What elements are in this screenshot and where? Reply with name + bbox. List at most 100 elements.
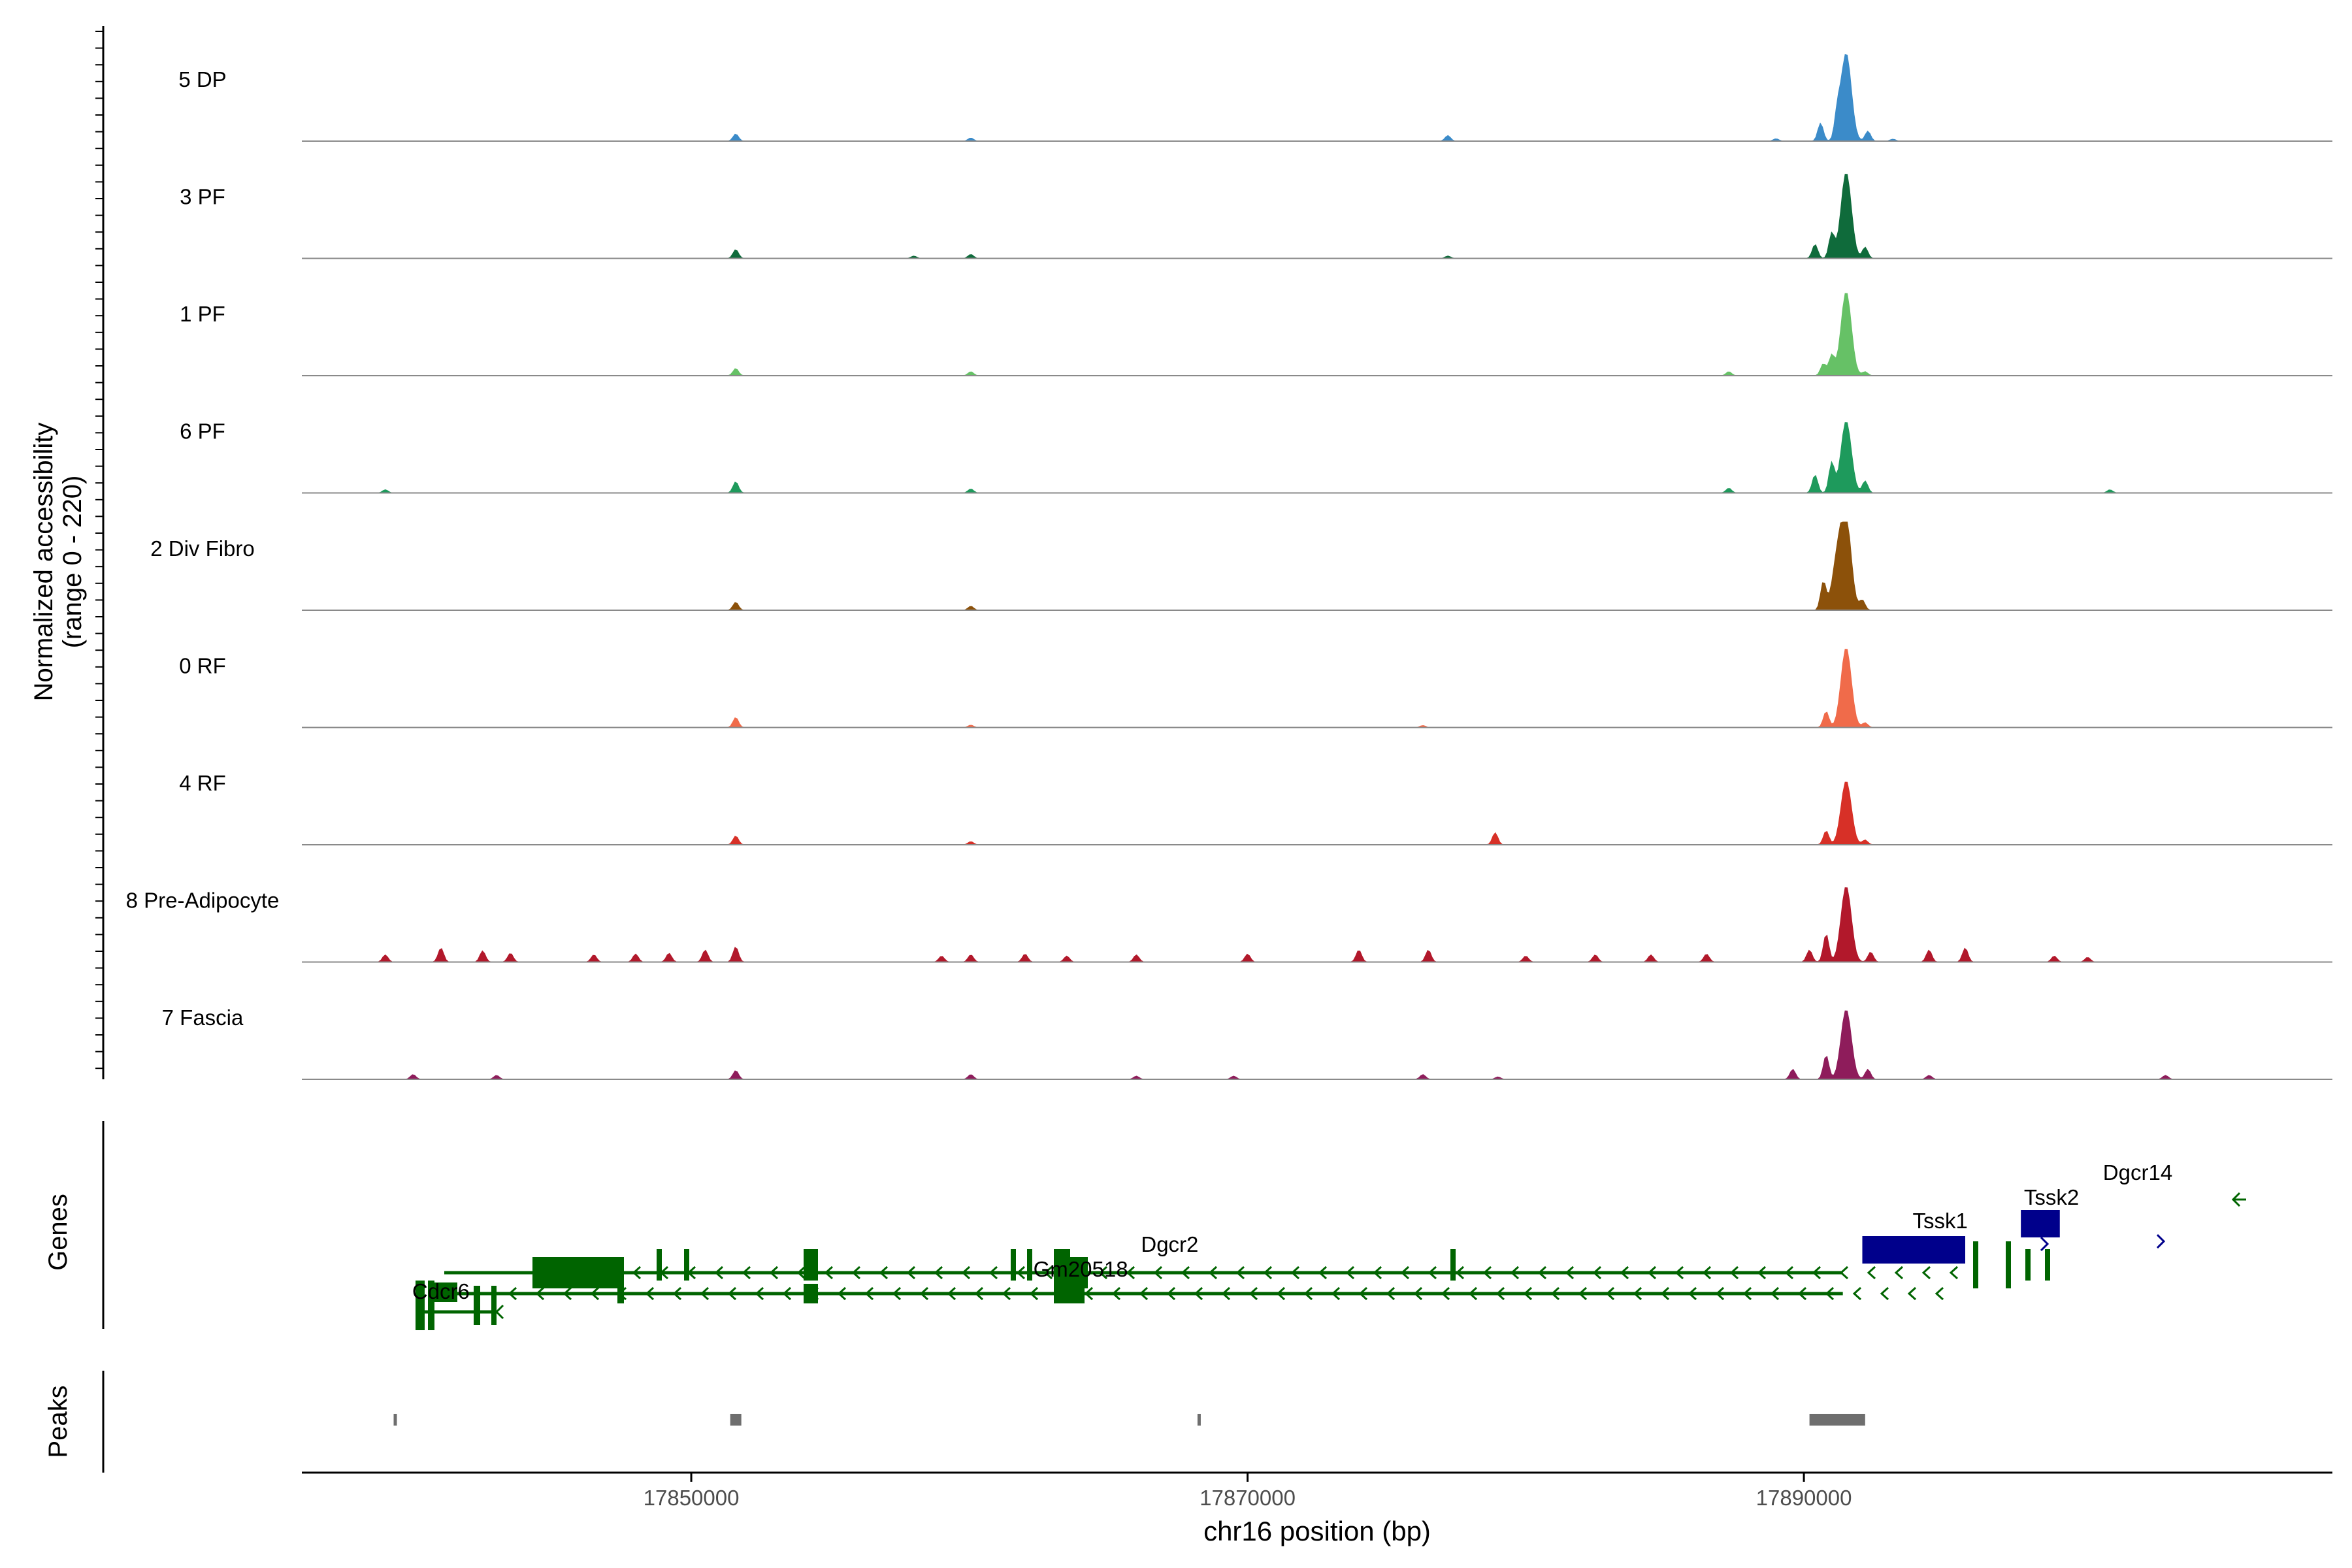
gene-exon <box>416 1281 425 1330</box>
strand-arrow-minus <box>1318 1266 1328 1280</box>
strand-arrow-minus <box>1208 1266 1218 1280</box>
gene-exon <box>2045 1249 2050 1281</box>
strand-arrow-minus <box>974 1286 984 1301</box>
x-tick-label: 17850000 <box>644 1486 740 1510</box>
coverage-track: 4 RF <box>179 771 2332 845</box>
gene-exon <box>1011 1249 1016 1281</box>
x-tick-label: 17870000 <box>1200 1486 1296 1510</box>
strand-arrow-minus <box>632 1266 642 1280</box>
coverage-track: 2 Div Fibro <box>150 521 2332 611</box>
strand-arrow-minus <box>1181 1266 1190 1280</box>
strand-arrow-minus <box>1921 1266 1931 1280</box>
strand-arrow-minus <box>1495 1286 1505 1301</box>
strand-arrow-minus <box>1455 1266 1465 1280</box>
strand-arrow-minus <box>1688 1286 1697 1301</box>
gene-exon <box>474 1286 480 1325</box>
strand-arrow-minus <box>782 1286 792 1301</box>
coverage-area <box>302 781 2332 845</box>
strand-arrow-minus <box>495 1304 504 1320</box>
strand-arrow-minus <box>1867 1266 1876 1280</box>
strand-arrow-minus <box>727 1286 737 1301</box>
coverage-track: 6 PF <box>180 419 2332 494</box>
strand-arrow-minus <box>1345 1266 1355 1280</box>
strand-arrow-minus <box>1729 1266 1739 1280</box>
strand-arrow-minus <box>1482 1266 1492 1280</box>
strand-arrow-minus <box>1757 1266 1767 1280</box>
strand-arrow-minus <box>1715 1286 1725 1301</box>
strand-arrow-minus <box>1935 1286 1944 1301</box>
strand-arrow-minus <box>1139 1286 1149 1301</box>
strand-arrow-minus <box>961 1266 971 1280</box>
gene-label: Gm20518 <box>1034 1257 1128 1281</box>
strand-arrow-minus <box>906 1266 916 1280</box>
strand-arrow-minus <box>1647 1266 1657 1280</box>
coverage-tracks: 5 DP 3 PF 1 PF 6 PF 2 Div Fibro 0 RF 4 RF 8 Pre… <box>95 26 2332 1080</box>
strand-arrow-minus <box>1702 1266 1712 1280</box>
strand-arrow-minus <box>1537 1266 1547 1280</box>
track-label: 2 Div Fibro <box>150 536 255 561</box>
strand-arrow-minus <box>535 1286 545 1301</box>
gene-exon <box>428 1281 434 1330</box>
gene-exon <box>657 1249 662 1281</box>
strand-arrow-minus <box>1633 1286 1642 1301</box>
track-label: 5 DP <box>178 67 226 91</box>
peaks-panel-label: Peaks <box>44 1385 73 1458</box>
strand-arrow-minus <box>1084 1286 1094 1301</box>
gene-exon <box>1054 1284 1085 1303</box>
strand-arrow-minus <box>1002 1286 1011 1301</box>
strand-arrow-minus <box>919 1286 929 1301</box>
coverage-track: 0 RF <box>179 649 2332 728</box>
track-label: 0 RF <box>179 654 226 678</box>
strand-arrow-minus <box>1565 1266 1575 1280</box>
genes-panel-label: Genes <box>44 1194 73 1271</box>
strand-arrow-minus <box>508 1286 517 1301</box>
gene-label: Cdcr6 <box>412 1279 470 1303</box>
gene-exon <box>684 1249 689 1281</box>
coverage-area <box>302 521 2332 611</box>
strand-arrow-minus <box>1660 1286 1670 1301</box>
peak-region <box>393 1414 397 1426</box>
strand-arrow-minus <box>1235 1266 1245 1280</box>
strand-arrow-minus <box>1523 1286 1533 1301</box>
strand-arrow-plus <box>2156 1233 2166 1249</box>
strand-arrow-minus <box>1373 1266 1382 1280</box>
x-axis-title: chr16 position (bp) <box>1203 1516 1431 1546</box>
strand-arrow-plus <box>2040 1236 2050 1252</box>
strand-arrow-minus <box>714 1266 724 1280</box>
strand-arrow-minus <box>1510 1266 1520 1280</box>
coverage-area <box>302 649 2332 728</box>
strand-arrow-minus <box>563 1286 572 1301</box>
strand-arrow-minus <box>824 1266 834 1280</box>
strand-arrow-minus <box>1276 1286 1286 1301</box>
track-label: 1 PF <box>180 302 225 326</box>
coverage-track: 5 DP <box>178 54 2332 142</box>
x-tick-label: 17890000 <box>1756 1486 1852 1510</box>
gene-exon <box>1027 1249 1032 1281</box>
gene-label: Tssk2 <box>2024 1185 2079 1209</box>
gene-exon <box>2006 1241 2011 1288</box>
strand-arrow-minus <box>755 1286 764 1301</box>
x-axis: 17850000 17870000 17890000 <box>302 1471 2332 1510</box>
strand-arrow-minus <box>879 1266 889 1280</box>
gene-label: Dgcr2 <box>1141 1232 1198 1256</box>
track-label: 4 RF <box>179 771 226 795</box>
strand-arrow-minus <box>1221 1286 1231 1301</box>
gene-exon <box>1973 1241 1978 1288</box>
strand-arrow-minus <box>590 1286 600 1301</box>
strand-arrow-minus <box>1907 1286 1917 1301</box>
strand-arrow-minus <box>1839 1266 1849 1280</box>
strand-arrow-minus <box>1812 1266 1821 1280</box>
gene-label: Tssk1 <box>1913 1209 1968 1233</box>
strand-arrow-minus <box>2231 1192 2241 1207</box>
gene-exon <box>804 1249 818 1281</box>
gene-exon-tssk2 <box>2021 1210 2060 1237</box>
strand-arrow-minus <box>700 1286 710 1301</box>
strand-arrow-minus <box>1111 1286 1121 1301</box>
strand-arrow-minus <box>1029 1286 1039 1301</box>
strand-arrow-minus <box>1303 1286 1313 1301</box>
strand-arrow-minus <box>1784 1266 1794 1280</box>
peak-region <box>1197 1414 1201 1426</box>
strand-arrow-minus <box>1263 1266 1273 1280</box>
strand-arrow-minus <box>1400 1266 1410 1280</box>
strand-arrow-minus <box>1797 1286 1807 1301</box>
